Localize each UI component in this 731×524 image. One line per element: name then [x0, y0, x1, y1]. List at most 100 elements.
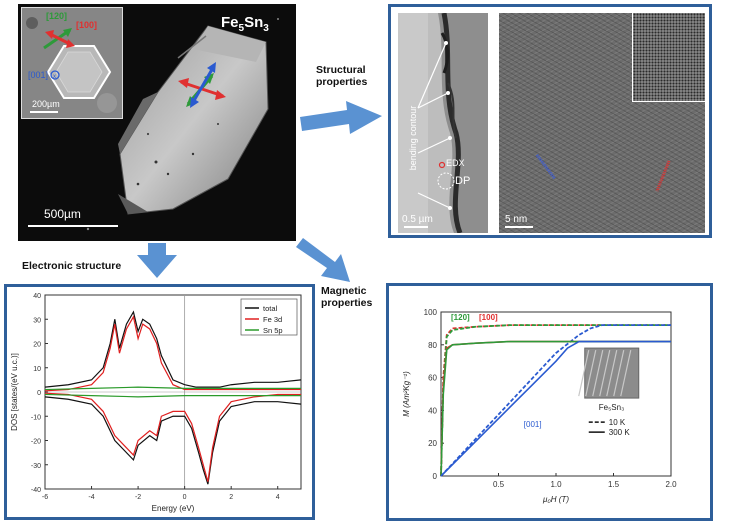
mag-curve: [440, 340, 671, 477]
arrow-to-magnetic: [296, 238, 350, 282]
y-tick-label: 80: [428, 341, 437, 350]
sem-image: Fe5Sn3 500µm x [120] [100] [001] 200µm: [18, 4, 296, 241]
label-magnetic: Magnetic properties: [321, 285, 372, 309]
y-tick-label: 0: [37, 390, 41, 397]
x-tick-label: 4: [276, 494, 280, 501]
domain-stripe: [592, 349, 604, 397]
dp-label: DP: [455, 175, 471, 187]
dos-series-line: [44, 315, 301, 392]
mag-x-axis-label: μ₀H (T): [542, 495, 569, 504]
tem-left-scale-label: 0.5 µm: [402, 214, 433, 225]
label-structural: Structural properties: [316, 64, 367, 88]
y-tick-label: 100: [424, 308, 438, 317]
mag-label-100: [100]: [479, 313, 498, 322]
domain-stripe: [599, 349, 611, 397]
inset-scale-label: 200µm: [32, 99, 60, 109]
x-tick-label: -2: [135, 494, 141, 501]
mag-curve: [440, 324, 671, 477]
y-tick-label: 30: [33, 317, 41, 324]
domain-stripe: [613, 349, 625, 397]
label-structural-line1: Structural: [316, 64, 366, 76]
y-tick-label: -40: [31, 487, 41, 494]
dos-series-line: [44, 386, 301, 391]
x-tick-label: 1.5: [608, 480, 620, 489]
domain-stripe: [578, 349, 590, 397]
dos-y-axis-label: DOS [states/(eV u.c.)]: [10, 353, 19, 431]
y-tick-label: 20: [428, 439, 437, 448]
inset-dir-100: [100]: [76, 20, 98, 30]
svg-text:x: x: [53, 74, 56, 80]
bending-pointer-4: [417, 192, 451, 209]
y-tick-label: -20: [31, 439, 41, 446]
dos-series-line: [44, 393, 301, 398]
y-tick-label: 10: [33, 366, 41, 373]
arrow-to-structural: [300, 101, 382, 134]
mag-legend-label: 10 K: [609, 418, 626, 427]
bending-contour-label: bending contour: [408, 105, 418, 171]
sem-formula: Fe5Sn3: [221, 14, 269, 34]
mag-inset-image: [578, 347, 640, 399]
dos-series-line: [44, 392, 301, 482]
legend-label: Fe 3d: [263, 315, 282, 324]
formula-sn-sub: 3: [263, 23, 269, 34]
main-scale-label: 500µm: [44, 207, 81, 221]
y-tick-label: -30: [31, 463, 41, 470]
dos-series-line: [44, 310, 302, 388]
mag-panel: 100 80 60 40 20 0 0.5 1.0 1.5 2.0 μ₀H (T) M (Am²Kg⁻…: [386, 283, 713, 521]
hrtem-inset: [632, 13, 705, 102]
x-tick-label: 0.5: [493, 480, 505, 489]
dos-legend: [240, 298, 298, 336]
x-tick-label: 2.0: [665, 480, 677, 489]
sem-inset: x [120] [100] [001] 200µm: [21, 7, 123, 119]
y-tick-label: 0: [433, 472, 438, 481]
label-magnetic-line2: properties: [321, 297, 373, 309]
dir-001-circle: [50, 70, 60, 80]
sem-crystal: [28, 18, 279, 231]
edx-label: EDX: [446, 158, 465, 168]
bending-pointer-3: [417, 137, 451, 154]
legend-label: Sn 5p: [263, 326, 283, 335]
y-tick-label: -10: [31, 414, 41, 421]
arrow-to-electronic: [137, 243, 177, 278]
edx-marker: [438, 161, 446, 169]
hrtem-red-marker: [655, 160, 671, 192]
legend-label: total: [263, 304, 278, 313]
formula-sn: Sn: [244, 14, 264, 31]
mag-y-axis-label: M (Am²Kg⁻¹): [402, 371, 411, 417]
dp-marker: [437, 172, 455, 190]
mag-legend-label: 300 K: [609, 428, 631, 437]
hrtem-blue-marker: [535, 154, 557, 180]
inset-dir-120: [120]: [46, 11, 68, 21]
bending-pointer-1: [417, 42, 447, 109]
hrtem-image: 5 nm: [499, 13, 705, 233]
mag-label-001: [001]: [524, 420, 542, 429]
dos-series-line: [44, 396, 302, 485]
inset-dir-001: [001]: [28, 70, 49, 80]
label-electronic: Electronic structure: [22, 260, 122, 272]
domain-stripe: [620, 349, 632, 397]
x-tick-label: 1.0: [550, 480, 562, 489]
x-tick-label: 0: [183, 494, 187, 501]
y-tick-label: 60: [428, 374, 437, 383]
formula-fe: Fe: [221, 14, 239, 31]
bending-pointer-2: [417, 92, 449, 109]
y-tick-label: 40: [33, 293, 41, 300]
y-tick-label: 20: [33, 342, 41, 349]
formula-fe-sub: 5: [238, 23, 245, 34]
hrtem-scale-label: 5 nm: [505, 214, 528, 225]
mag-chart: 100 80 60 40 20 0 0.5 1.0 1.5 2.0 μ₀H (T) M (Am²Kg⁻…: [402, 308, 677, 504]
crystal-direction-arrows: [178, 62, 226, 108]
tem-left-image: bending contour EDX DP 0.5 µm: [398, 13, 488, 233]
domain-stripe: [606, 349, 618, 397]
dos-panel: 40 30 20 10 0 -10 -20 -30 -40 -6 -4 -2 0 2 4 Energy (eV…: [4, 284, 315, 520]
domain-stripe: [585, 349, 597, 397]
mag-label-120: [120]: [451, 313, 470, 322]
dos-x-axis-label: Energy (eV): [152, 504, 195, 513]
x-tick-label: -6: [42, 494, 48, 501]
x-tick-label: 2: [229, 494, 233, 501]
label-structural-line2: properties: [316, 76, 368, 88]
mag-inset-formula: Fe₅Sn₃: [599, 403, 625, 412]
tem-panel: bending contour EDX DP 0.5 µm 5 nm: [388, 4, 712, 238]
mag-curve: [440, 324, 671, 477]
